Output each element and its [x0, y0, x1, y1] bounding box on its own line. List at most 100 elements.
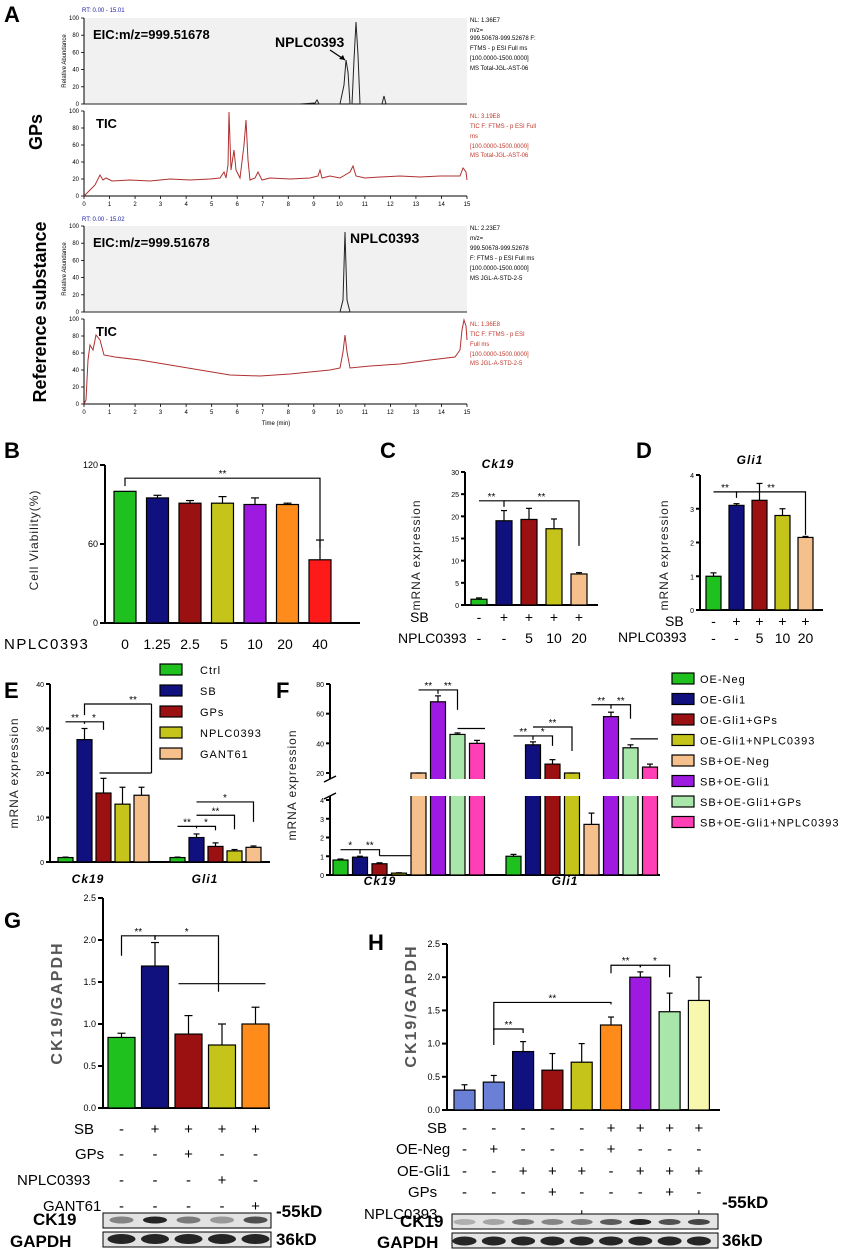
info-1-line-3: FTMS - p ESI Full ms [470, 46, 527, 52]
f-y-tick-low-label: 2 [320, 836, 324, 843]
panel-e-letter: E [4, 678, 19, 703]
h-row-H_oegli-8: + [695, 1163, 704, 1180]
d-nplc-2: 5 [756, 630, 764, 646]
c-nplc-4: 20 [571, 630, 587, 646]
y-tick-label: 80 [72, 126, 79, 132]
y-tick-label: 100 [69, 109, 80, 115]
h-row-H_oegli-5: - [609, 1163, 614, 1180]
b-bar-40 [308, 559, 332, 624]
f-sig-gli-3 [533, 726, 573, 752]
d-sb-2: + [755, 613, 763, 629]
tic1-y-ticks: 0 20 40 60 80 100 [69, 109, 84, 200]
g-row-G_sb-2: + [184, 1121, 193, 1138]
e-legend-swatch-SB [159, 684, 183, 697]
x-tick-label: 6 [236, 410, 240, 416]
f-sig-gli-5-label: ** [617, 696, 625, 707]
d-bar-1 [728, 504, 745, 611]
panel-f-y-label: mRNA expression [285, 729, 299, 840]
info-1-line-2: 999.50678-999.52678 F: [470, 36, 536, 42]
f-legend-label-3: OE-Gli1+NPLC0393 [700, 736, 815, 748]
h-row-H_sb-8: + [695, 1120, 704, 1137]
h-gapdh-band-2 [511, 1236, 536, 1246]
g-row-G_gps-4: - [253, 1146, 258, 1163]
h-ck19-blot-label: CK19 [400, 1212, 443, 1231]
chart-h: 0.00.51.01.52.02.5****** * [427, 939, 720, 1115]
h-row-H_gps-4: - [579, 1184, 584, 1201]
h-sig-2 [493, 1001, 612, 1031]
panel-a-letter: A [4, 2, 20, 27]
h-sig-1-label: ** [505, 1020, 513, 1031]
info-text-1: NL: 1.36E7 m/z= 999.50678-999.52678 F: F… [470, 18, 536, 72]
h-ck19-band-5 [600, 1219, 622, 1225]
x-tick-label: 8 [287, 202, 291, 208]
b-dose-10: 10 [247, 636, 263, 652]
panel-g-letter: G [4, 908, 21, 933]
c-sb-0: - [477, 609, 482, 625]
b-y-axis-tick-label: 0 [93, 618, 98, 628]
panel-e-group-gli1: Gli1 [192, 872, 219, 886]
b-sig-bracket [124, 477, 321, 549]
e-bar-NPLC0393-Ck19 [114, 803, 131, 863]
info-4-line-0: NL: 1.36E8 [470, 322, 501, 328]
g-row-G_nplc-0: - [119, 1172, 124, 1189]
panel-h-gps-label: GPs [408, 1184, 437, 1201]
e-sig-gli-1-label: ** [183, 817, 191, 828]
g-row-G_gant-4: + [251, 1198, 260, 1215]
b-bar-2.5 [178, 502, 202, 624]
info-1-line-0: NL: 1.36E7 [470, 18, 501, 24]
x-tick-label: 10 [336, 410, 343, 416]
x-tick-label: 7 [261, 410, 265, 416]
h-bar-0 [453, 1089, 476, 1111]
panel-f-group-ck19: Ck19 [364, 874, 397, 888]
g-row-G_sb-0: - [119, 1121, 124, 1138]
d-sb-3: + [778, 613, 786, 629]
f-legend-swatch-4 [671, 754, 695, 767]
e-sig-ck-3-label: ** [129, 695, 137, 706]
x-tick-label: 12 [387, 410, 394, 416]
f-legend-label-4: SB+OE-Neg [700, 756, 770, 768]
panel-e-y-label: mRNA expression [7, 717, 21, 828]
f-break-mark-2 [323, 792, 337, 800]
info-4-line-2: Full ms [470, 342, 489, 348]
eic-y-label: Relative Abundance [62, 34, 68, 88]
b-dose-5: 5 [220, 636, 228, 652]
info-4-line-1: TIC F: FTMS - p ESI [470, 332, 525, 338]
g-sig-2 [154, 935, 220, 992]
d-nplc-0: - [711, 630, 716, 646]
panel-b-y-label: Cell Viability(%) [27, 490, 41, 591]
h-ck19-band-6 [629, 1219, 652, 1225]
x-tick-label: 6 [236, 202, 240, 208]
h-row-H_gps-1: - [491, 1184, 496, 1201]
f-legend-swatch-1 [671, 692, 695, 706]
h-sig-4 [639, 964, 671, 978]
h-gapdh-band-1 [481, 1236, 506, 1246]
f-legend-swatch-0 [671, 672, 695, 685]
f-y-tick-up-label: 80 [316, 682, 324, 689]
x-tick-label: 14 [438, 410, 445, 416]
f-sig-gli-1-label: ** [519, 727, 527, 738]
c-sig-1-label: ** [488, 492, 496, 503]
panel-g-nplc-label: NPLC0393 [17, 1172, 90, 1189]
h-ck19-band-3 [541, 1219, 564, 1225]
x-tick-label: 9 [312, 410, 316, 416]
b-bar-0 [113, 490, 137, 624]
h-bar-4 [570, 1061, 593, 1111]
panel-d-letter: D [636, 438, 652, 463]
c-sig-2-label: ** [538, 492, 546, 503]
chromatogram-gps-eic: RT: 0.00 - 15.01 Relative Abundance EIC:… [62, 8, 536, 108]
y-tick-label: 80 [72, 241, 79, 247]
panel-h-letter: H [368, 930, 384, 955]
f-legend-label-1: OE-Gli1 [700, 695, 746, 707]
c-sb-3: + [550, 609, 558, 625]
d-y-axis-tick-label: 1 [690, 574, 694, 581]
x-tick-label: 0 [82, 202, 86, 208]
h-bar-5 [599, 1024, 623, 1111]
f-bar-OE-Neg-Gli1 [505, 855, 522, 876]
e-legend-swatch-GANT61 [159, 747, 183, 760]
e-y-axis-tick-label: 20 [36, 771, 44, 778]
d-bar-4 [797, 536, 814, 611]
e-y-axis-tick-label: 10 [36, 816, 44, 823]
g-row-G_gps-3: - [220, 1146, 225, 1163]
g-gapdh-band-4 [241, 1234, 270, 1244]
